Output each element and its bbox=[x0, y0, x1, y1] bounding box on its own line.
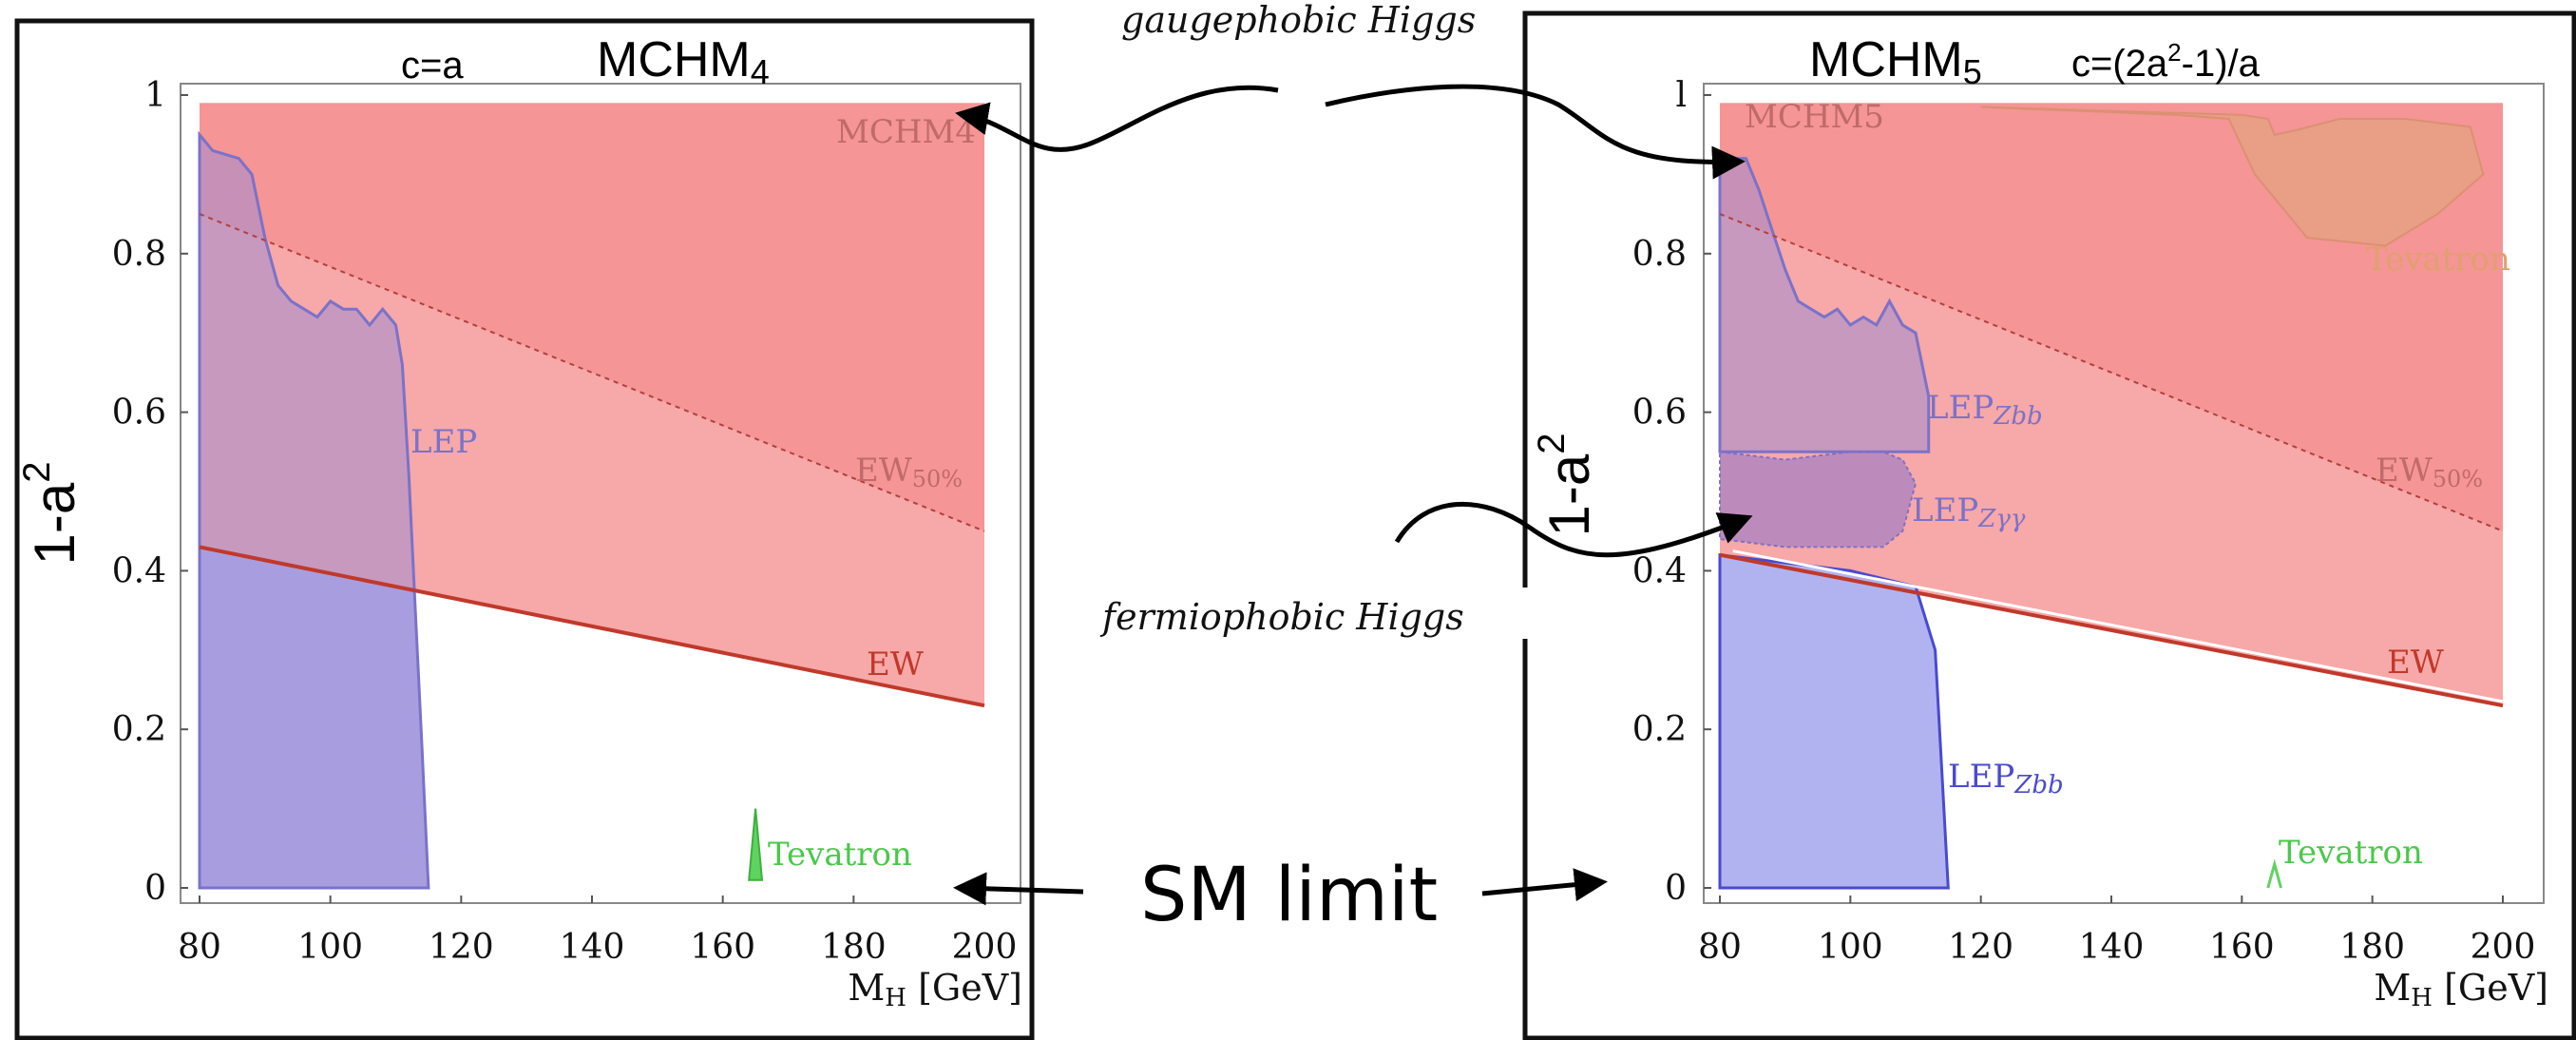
y-tick-label: 0.8 bbox=[112, 235, 166, 274]
y-tick-label: 0 bbox=[144, 869, 166, 908]
lep-zbb-blue-region bbox=[1718, 553, 1950, 890]
annotation-backdrop bbox=[1093, 587, 1530, 639]
panel-title: MCHM5 bbox=[1809, 32, 1982, 91]
mchm5-label: MCHM5 bbox=[1745, 98, 1884, 136]
x-tick-label: 200 bbox=[2471, 928, 2536, 967]
arrow-sm-left bbox=[953, 872, 1084, 906]
arrow-sm-right bbox=[1481, 868, 1608, 902]
x-ticks: 80 100 120 140 160 180 200 bbox=[178, 896, 1017, 967]
annotations: gaugephobic Higgs fermiophobic Higgs SM … bbox=[953, 0, 1753, 938]
y-tick-label: 0.4 bbox=[112, 551, 166, 590]
panel-subtitle: c=(2a2-1)/a bbox=[2071, 38, 2261, 85]
arrow-gauge-left bbox=[955, 85, 1279, 152]
gaugephobic-annotation: gaugephobic Higgs bbox=[1121, 0, 1476, 41]
x-axis-label: MH [GeV] bbox=[2374, 967, 2548, 1012]
y-tick-label: 0.6 bbox=[112, 394, 166, 433]
panel-subtitle: c=a bbox=[401, 45, 464, 87]
lep-label: LEP bbox=[410, 423, 477, 461]
tevatron-label: Tevatron bbox=[2279, 834, 2423, 872]
ew-line-white bbox=[1732, 549, 2504, 703]
x-tick-label: 160 bbox=[690, 928, 755, 967]
y-tick-label: 0.4 bbox=[1632, 551, 1687, 590]
x-tick-label: 80 bbox=[1698, 928, 1742, 967]
x-tick-label: 120 bbox=[429, 928, 494, 967]
lep-zbb-label: LEPZbb bbox=[1927, 389, 2043, 431]
fermiophobic-annotation: fermiophobic Higgs bbox=[1099, 596, 1464, 638]
x-tick-label: 100 bbox=[297, 928, 363, 967]
x-tick-label: 140 bbox=[2079, 928, 2145, 967]
x-tick-label: 100 bbox=[1818, 928, 1883, 967]
tevatron-mark bbox=[2266, 858, 2282, 889]
tevatron-region bbox=[1980, 106, 2485, 247]
ew-label: EW bbox=[867, 645, 924, 684]
x-tick-label: 140 bbox=[560, 928, 625, 967]
ew50-label: EW50% bbox=[2376, 452, 2483, 492]
y-tick-label: 0.2 bbox=[1632, 710, 1687, 749]
ew50-line bbox=[199, 213, 985, 532]
tevatron-mark bbox=[748, 808, 764, 881]
mchm4-label: MCHM4 bbox=[836, 113, 976, 151]
x-axis-label: MH [GeV] bbox=[848, 967, 1022, 1012]
x-tick-label: 120 bbox=[1948, 928, 2013, 967]
y-tick-label: l bbox=[1675, 76, 1687, 115]
x-tick-label: 80 bbox=[178, 928, 221, 967]
lep-zbb-region bbox=[1718, 157, 1931, 453]
x-tick-label: 200 bbox=[952, 928, 1018, 967]
panel-title: MCHM4 bbox=[597, 32, 770, 91]
panel-mchm5: 80 100 120 140 160 180 200 0 0.2 0.4 0.6 0.8 l MCHM… bbox=[1522, 10, 2576, 1040]
y-tick-label: 0.8 bbox=[1632, 235, 1687, 274]
tevatron-region-label: Tevatron bbox=[2366, 241, 2510, 279]
y-axis-label: 1-a2 bbox=[16, 462, 86, 566]
plot-frame bbox=[180, 83, 1021, 904]
y-ticks: 0 0.2 0.4 0.6 0.8 1 bbox=[112, 76, 188, 908]
x-tick-label: 180 bbox=[2339, 928, 2405, 967]
tevatron-label: Tevatron bbox=[768, 836, 912, 874]
plot-frame bbox=[1703, 83, 2545, 904]
x-ticks: 80 100 120 140 160 180 200 bbox=[1698, 896, 2535, 967]
arrow-gauge-right bbox=[1325, 84, 1746, 180]
annotation-backdrop bbox=[1045, 0, 1520, 44]
ew-line bbox=[199, 545, 985, 708]
lep-zbb-blue-label: LEPZbb bbox=[1948, 758, 2064, 799]
lep-region bbox=[198, 130, 430, 890]
x-tick-label: 180 bbox=[821, 928, 887, 967]
ew50-line bbox=[1719, 213, 2504, 532]
lep-zgg-region bbox=[1719, 451, 1918, 549]
ew-label: EW bbox=[2387, 644, 2444, 682]
arrow-fermio bbox=[1394, 501, 1753, 558]
ew50-label: EW50% bbox=[855, 452, 963, 492]
y-axis-label: 1-a2 bbox=[1531, 433, 1601, 537]
y-tick-label: 1 bbox=[144, 76, 166, 115]
y-ticks: 0 0.2 0.4 0.6 0.8 l bbox=[1632, 76, 1711, 908]
ew-line bbox=[1719, 552, 2504, 708]
sm-limit-annotation: SM limit bbox=[1140, 853, 1438, 938]
y-tick-label: 0.6 bbox=[1632, 394, 1687, 433]
ew50-region bbox=[200, 103, 984, 531]
lep-zgg-label: LEPZγγ bbox=[1912, 491, 2026, 533]
y-tick-label: 0 bbox=[1665, 869, 1687, 908]
panel-mchm4: 80 100 120 140 160 180 200 0 0.2 0.4 0.6 0.8 1 MCHM… bbox=[14, 18, 1035, 1040]
y-tick-label: 0.2 bbox=[112, 710, 166, 749]
x-tick-label: 160 bbox=[2209, 928, 2275, 967]
